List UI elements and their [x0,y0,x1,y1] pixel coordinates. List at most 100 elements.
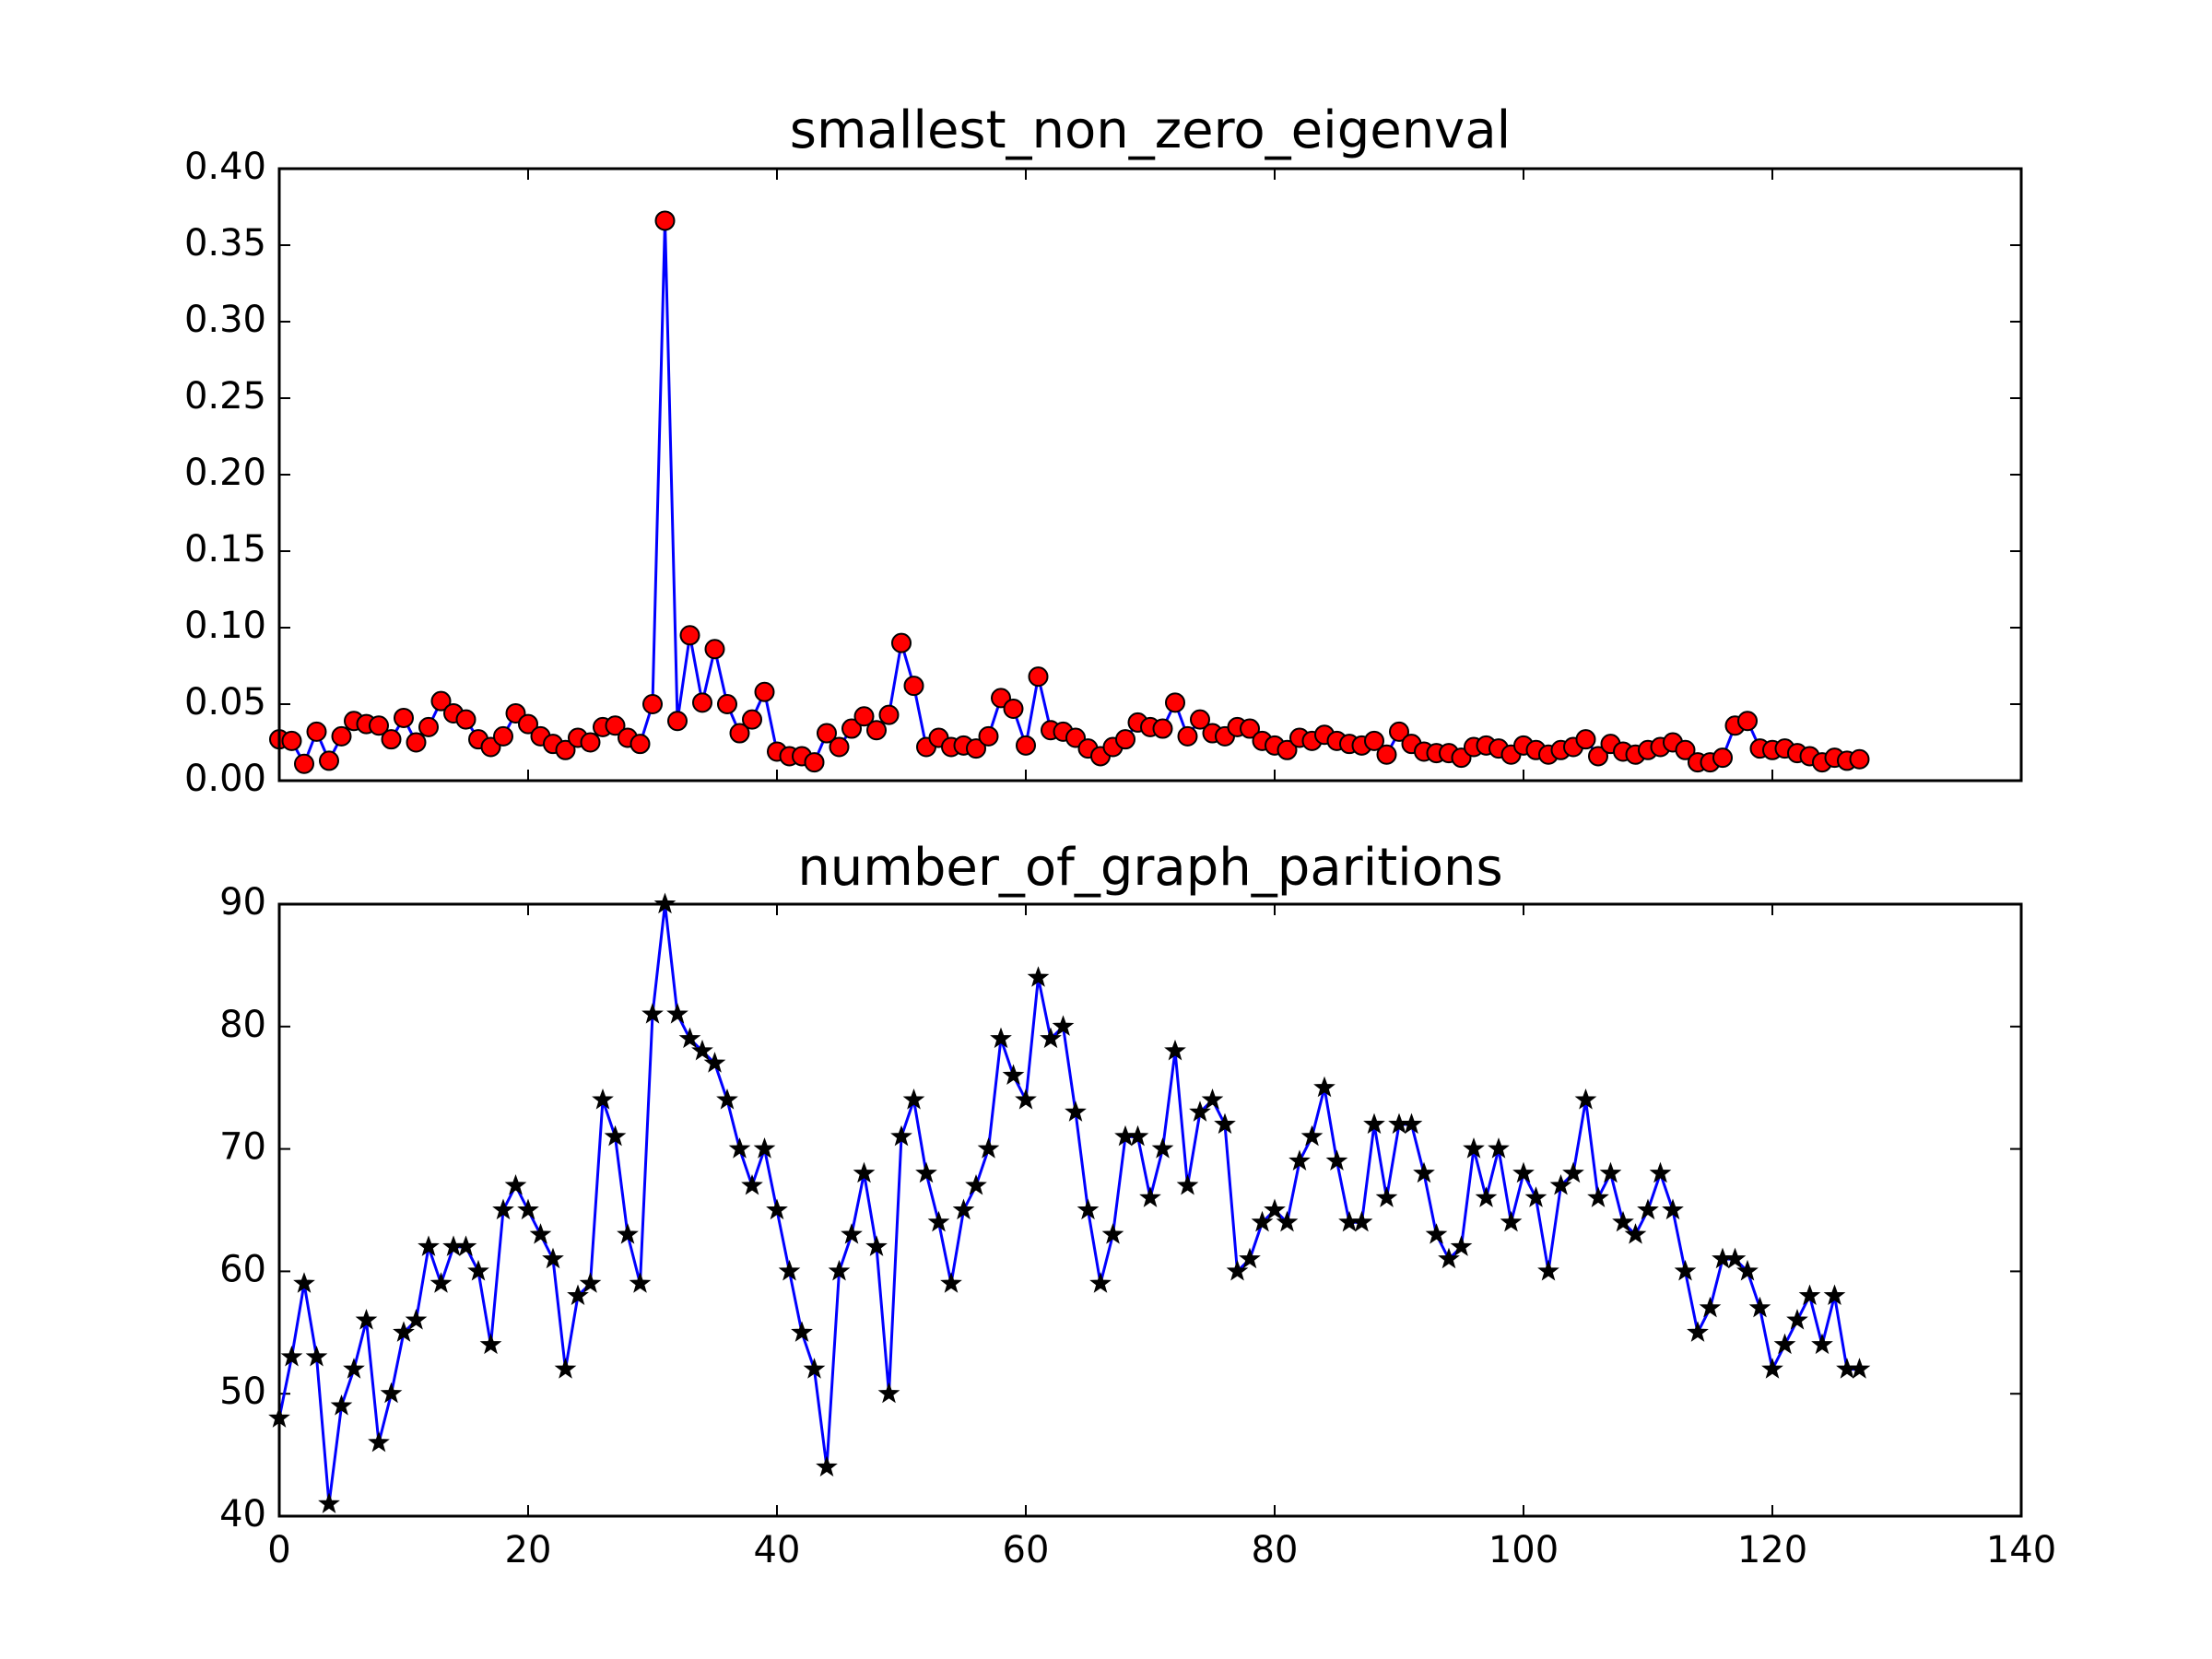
top-chart-data-point [1003,698,1024,719]
bottom-chart-data-point [1798,1284,1821,1306]
bottom-chart-data-point [1139,1186,1161,1207]
top-chart: smallest_non_zero_eigenval 0.000.050.100… [184,100,2023,800]
bottom-chart-data-point [1101,1223,1124,1244]
bottom-chart-data-point [1662,1198,1684,1220]
bottom-chart-data-point [1015,1088,1037,1110]
bottom-chart-plot-area: 40 50 60 70 80 90 0 20 40 60 80 100 120 140 [219,881,2056,1571]
bottom-chart-xtick-label: 20 [505,1529,552,1571]
top-chart-data-point [555,739,576,760]
top-chart-ytick-label: 0.00 [184,758,266,800]
bottom-chart-data-point [1264,1198,1286,1220]
bottom-chart-data-point [691,1039,713,1061]
bottom-chart-data-point [604,1124,627,1147]
bottom-chart-data-point [479,1333,502,1355]
top-chart-data-point [754,681,775,702]
bottom-chart-data-point [1624,1223,1647,1244]
bottom-chart-data-point [1425,1223,1448,1244]
top-chart-data-point [281,730,302,751]
top-chart-data-point [430,690,452,712]
bottom-chart-data-point [703,1052,726,1073]
top-chart-data-point [1575,729,1596,750]
bottom-chart-data-point [1450,1235,1473,1256]
bottom-chart-data-point [1201,1088,1224,1110]
bottom-chart-data-point [567,1284,589,1306]
bottom-chart-data-point [1363,1112,1385,1135]
bottom-chart-ytick-label: 90 [219,881,266,924]
top-chart-plot-area: 0.00 0.05 0.10 0.15 0.20 0.25 0.30 0.35 0.40 [184,146,2022,800]
bottom-chart-data-point [1524,1186,1547,1207]
bottom-chart-data-point [467,1259,489,1281]
bottom-chart-data-point [1164,1039,1186,1061]
bottom-chart-data-point [429,1272,453,1293]
bottom-chart-data-point [1488,1137,1510,1159]
top-chart-data-point [580,732,601,753]
bottom-chart-data-point [803,1358,826,1379]
bottom-chart-data-point [1438,1247,1460,1269]
top-chart-data-point [629,734,651,755]
top-chart-data-point [1165,692,1185,713]
top-chart-data-point [1190,709,1210,730]
bottom-chart-data-point [1176,1173,1199,1195]
bottom-chart-data-point [1699,1296,1722,1318]
bottom-chart-data-point [965,1173,987,1195]
bottom-chart-data-point [952,1198,975,1220]
bottom-chart-data-point [841,1223,863,1244]
bottom-chart-data-point [1089,1272,1112,1293]
bottom-chart-data-point [1077,1198,1100,1220]
bottom-chart-data-point [666,1003,688,1024]
bottom-chart-data-point [853,1161,876,1183]
bottom-chart-ytick-label: 50 [219,1371,266,1413]
bottom-chart-data-point [778,1259,801,1281]
bottom-chart-data-point [1226,1259,1249,1281]
bottom-chart-data-point [343,1358,365,1379]
bottom-chart-data-point [305,1345,328,1367]
top-chart-data-point [1115,729,1135,750]
bottom-chart-title: number_of_graph_paritions [797,838,1502,898]
bottom-chart-data-point [1027,966,1050,987]
bottom-chart-xtick-label: 60 [1003,1529,1050,1571]
top-chart-data-point [704,639,725,660]
top-chart-data-point [1016,735,1036,756]
top-chart-data-point [369,715,389,736]
bottom-chart-data-point [1637,1198,1659,1220]
bottom-chart-ytick-label: 80 [219,1004,266,1046]
bottom-chart-data-point [1537,1259,1559,1281]
bottom-chart-data-point [990,1027,1012,1049]
top-chart-data-point [1240,718,1260,739]
top-chart-data-point [381,729,402,750]
bottom-chart-data-point [1736,1259,1759,1281]
bottom-chart-data-point [678,1027,701,1049]
bottom-chart-data-point [542,1247,564,1269]
bottom-chart-data-point [454,1235,477,1256]
bottom-chart-data-point [1761,1358,1783,1379]
bottom-chart-data-point [380,1382,403,1404]
bottom-chart-data-point [330,1394,353,1416]
bottom-chart-xtick-label: 100 [1488,1529,1559,1571]
top-chart-data-point [418,716,439,737]
top-chart-ytick-label: 0.30 [184,299,266,341]
bottom-chart-xtick-label: 40 [754,1529,801,1571]
bottom-chart-data-point [517,1198,539,1220]
bottom-chart-data-point [1350,1210,1373,1232]
bottom-chart-data-point [1748,1296,1771,1318]
top-chart-data-point [742,709,762,730]
bottom-chart-data-point [890,1124,912,1147]
bottom-chart-data-point [1649,1161,1672,1183]
top-chart-data-point [294,753,314,774]
bottom-chart-data-point [716,1088,738,1110]
bottom-chart-data-point [1599,1161,1622,1183]
bottom-chart-data-point [741,1173,763,1195]
bottom-chart-data-point [1065,1100,1087,1122]
bottom-chart-axes-frame [277,902,2023,1518]
bottom-chart-data-point [1549,1173,1572,1195]
bottom-chart-xtick-label: 80 [1252,1529,1299,1571]
top-chart-data-point [829,736,850,758]
top-chart-data-point [717,694,737,714]
bottom-chart-data-point [977,1137,1000,1159]
bottom-chart-data-point [504,1173,527,1195]
bottom-chart-data-point [915,1161,937,1183]
top-chart-data-point [1177,725,1198,747]
bottom-chart-data-point [355,1309,378,1330]
top-chart-data-point [667,711,688,732]
